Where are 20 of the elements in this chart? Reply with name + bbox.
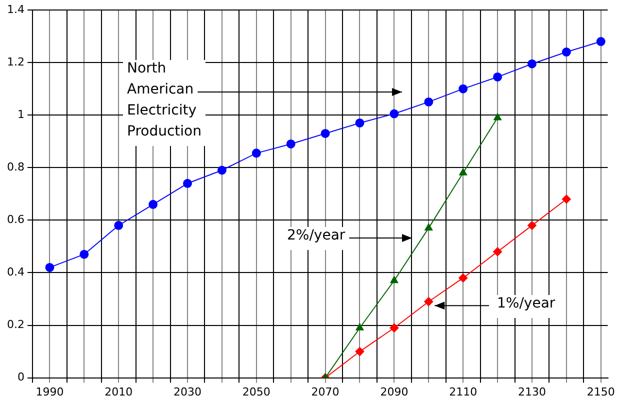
y-tick-label: 1 — [17, 108, 24, 121]
y-tick-label: 0.2 — [6, 318, 24, 332]
x-tick-label: 2150 — [586, 385, 615, 398]
x-tick-label: 1990 — [36, 385, 64, 398]
y-tick-label: 0.8 — [6, 160, 24, 174]
y-tick-label: 0.4 — [6, 266, 24, 279]
x-tick-label: 2090 — [380, 385, 408, 398]
annotation: 2%/year — [287, 228, 346, 244]
x-tick-label: 2030 — [174, 385, 202, 398]
x-tick-label: 2110 — [449, 385, 478, 398]
y-tick-label: 1.2 — [6, 55, 24, 68]
y-tick-label: 1.4 — [6, 2, 24, 16]
y-tick-label: 0.6 — [6, 213, 24, 226]
x-tick-label: 2070 — [311, 385, 340, 398]
annotation: 1%/year — [497, 296, 556, 312]
x-tick-label: 2050 — [242, 385, 270, 398]
x-tick-label: 2130 — [518, 385, 546, 398]
x-tick-label: 2010 — [104, 385, 133, 398]
annotation: North American Electricity Production — [127, 60, 202, 140]
y-tick-label: 0 — [17, 370, 24, 384]
